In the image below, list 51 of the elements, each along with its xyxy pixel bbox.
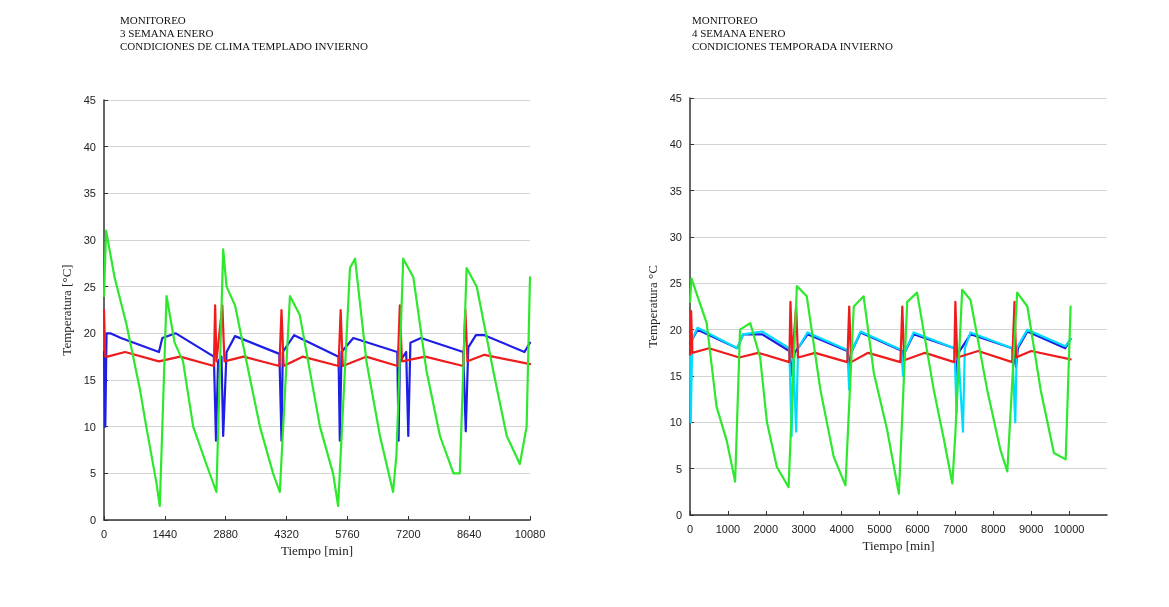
line-series [688, 300, 1072, 364]
x-tick-label: 4320 [274, 527, 299, 540]
y-tick-label: 25 [669, 277, 682, 290]
line-series [688, 277, 1072, 495]
x-tick-label: 8640 [456, 527, 482, 540]
y-axis-title: Temperatura °C [644, 265, 660, 348]
y-tick-label: 0 [675, 509, 682, 521]
y-tick-label: 10 [83, 420, 96, 433]
y-tick-label: 0 [89, 514, 96, 526]
y-tick-label: 45 [83, 94, 96, 106]
x-tick-label: 5760 [335, 527, 360, 540]
y-tick-label: 15 [83, 374, 96, 386]
y-tick-label: 30 [83, 234, 96, 246]
x-tick-label: 0 [686, 522, 694, 535]
x-tick-label: 5000 [867, 522, 892, 535]
line-series [102, 332, 532, 442]
line-series [102, 229, 532, 508]
line-series [102, 304, 532, 368]
x-tick-label: 0 [100, 527, 108, 540]
x-tick-label: 3000 [791, 522, 816, 535]
x-axis-title: Tiempo [min] [280, 542, 354, 558]
y-tick-label: 25 [83, 280, 96, 293]
y-tick-label: 35 [669, 184, 682, 197]
y-tick-label: 40 [83, 140, 96, 153]
x-tick-label: 10080 [514, 527, 546, 540]
x-tick-label: 4000 [829, 522, 854, 535]
x-tick-label: 6000 [905, 522, 930, 535]
x-tick-label: 2000 [753, 522, 779, 535]
y-tick-label: 20 [669, 323, 682, 336]
x-axis-title: Tiempo [min] [862, 537, 935, 553]
x-tick-label: 7200 [396, 527, 421, 540]
chart-title: MONITOREO 3 SEMANA ENERO CONDICIONES DE CLIMA TEMPLADO INVIERNO [120, 13, 368, 52]
x-tick-label: 8000 [981, 522, 1006, 535]
y-tick-label: 10 [669, 416, 682, 429]
y-tick-label: 35 [83, 187, 96, 200]
y-tick-label: 20 [83, 327, 96, 340]
y-axis-title: Temperatura [°C] [58, 264, 74, 356]
y-tick-label: 30 [669, 231, 682, 243]
y-tick-label: 5 [675, 462, 682, 475]
y-tick-label: 45 [669, 92, 682, 104]
y-tick-label: 40 [669, 138, 682, 151]
x-tick-label: 7000 [943, 522, 968, 535]
line-series [688, 326, 1072, 438]
y-tick-label: 5 [89, 467, 96, 480]
x-tick-label: 9000 [1018, 522, 1044, 535]
x-tick-label: 1000 [715, 522, 741, 535]
x-tick-label: 2880 [213, 527, 238, 540]
x-tick-label: 1440 [152, 527, 178, 540]
chart-title: MONITOREO 4 SEMANA ENERO CONDICIONES TEMPORADA INVIERNO [692, 13, 893, 52]
y-tick-label: 15 [669, 370, 682, 382]
x-tick-label: 10000 [1053, 522, 1085, 535]
